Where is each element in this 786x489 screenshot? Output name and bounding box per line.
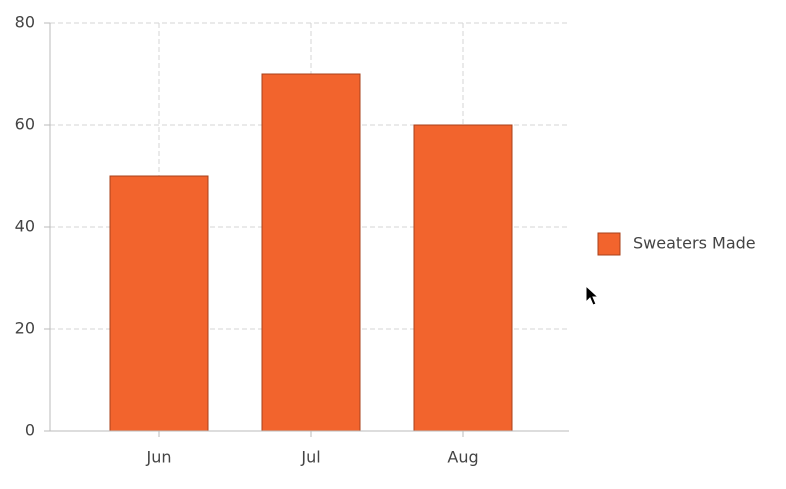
- x-tick-label: Jun: [146, 448, 172, 467]
- x-tick-label: Jul: [300, 448, 320, 467]
- bar: [261, 73, 361, 432]
- y-tick-label: 60: [15, 115, 35, 134]
- x-tick-label: Aug: [447, 448, 478, 467]
- y-tick-label: 20: [15, 319, 35, 338]
- legend-swatch: [597, 232, 621, 256]
- y-tick-label: 0: [25, 421, 35, 440]
- bar: [109, 175, 209, 432]
- y-tick-label: 40: [15, 217, 35, 236]
- bar: [413, 124, 513, 432]
- legend-label: Sweaters Made: [633, 234, 756, 253]
- y-tick-label: 80: [15, 13, 35, 32]
- cursor: [585, 284, 600, 306]
